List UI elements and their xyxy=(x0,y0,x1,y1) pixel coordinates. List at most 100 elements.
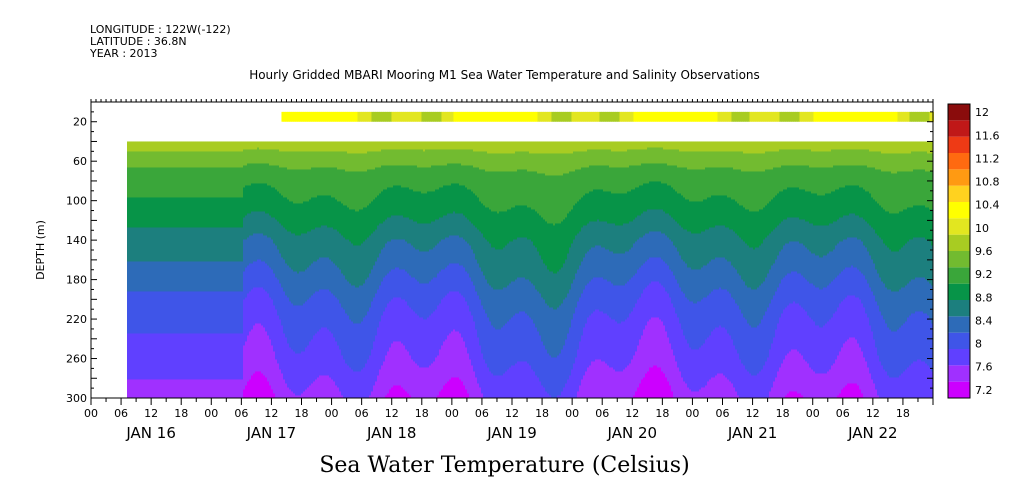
contour-cell xyxy=(409,307,412,356)
contour-cell xyxy=(403,239,406,270)
contour-cell xyxy=(269,339,272,386)
contour-cell xyxy=(279,151,282,168)
contour-cell xyxy=(763,281,766,316)
contour-cell xyxy=(905,285,908,322)
contour-cell xyxy=(321,167,324,196)
contour-cell xyxy=(641,185,644,214)
contour-cell xyxy=(295,235,298,272)
surface-cell xyxy=(317,111,320,122)
contour-cell xyxy=(537,251,540,292)
contour-cell xyxy=(613,223,616,254)
contour-cell xyxy=(483,151,486,170)
contour-cell xyxy=(283,291,286,334)
contour-cell xyxy=(915,311,918,362)
contour-cell xyxy=(469,277,472,312)
contour-cell xyxy=(287,141,290,152)
surface-cell xyxy=(439,111,442,122)
contour-cell xyxy=(407,165,410,188)
contour-cell xyxy=(759,371,762,398)
contour-cell xyxy=(717,289,720,328)
contour-cell xyxy=(331,293,334,334)
contour-cell xyxy=(749,325,752,374)
contour-cell xyxy=(615,321,618,372)
contour-cell xyxy=(903,171,906,210)
x-hour-label: 12 xyxy=(505,407,519,420)
contour-cell xyxy=(325,289,328,328)
contour-cell xyxy=(509,241,512,284)
contour-cell xyxy=(173,261,176,292)
y-tick-label: 220 xyxy=(66,313,87,326)
contour-cell xyxy=(737,395,740,398)
surface-cell xyxy=(809,111,812,122)
contour-cell xyxy=(163,379,166,398)
contour-cell xyxy=(291,141,294,152)
contour-cell xyxy=(363,141,366,154)
contour-cell xyxy=(343,205,346,238)
contour-cell xyxy=(233,141,236,152)
contour-cell xyxy=(859,299,862,348)
contour-cell xyxy=(165,261,168,292)
surface-cell xyxy=(535,111,538,122)
contour-cell xyxy=(177,333,180,380)
contour-cell xyxy=(225,167,228,198)
contour-cell xyxy=(365,239,368,280)
contour-cell xyxy=(463,385,466,398)
contour-cell xyxy=(523,205,526,238)
contour-cell xyxy=(787,165,790,188)
contour-cell xyxy=(805,149,808,166)
contour-cell xyxy=(183,333,186,380)
contour-cell xyxy=(343,237,346,276)
contour-cell xyxy=(433,141,436,150)
contour-cell xyxy=(707,141,710,152)
contour-cell xyxy=(427,149,430,168)
contour-cell xyxy=(599,277,602,312)
contour-cell xyxy=(551,153,554,176)
contour-cell xyxy=(333,263,336,296)
contour-cell xyxy=(369,355,372,396)
contour-cell xyxy=(529,207,532,240)
contour-cell xyxy=(867,317,870,368)
year-label: YEAR : 2013 xyxy=(90,47,158,60)
contour-cell xyxy=(543,141,546,154)
contour-cell xyxy=(387,217,390,242)
contour-cell xyxy=(329,331,332,378)
contour-cell xyxy=(705,199,708,230)
surface-cell xyxy=(385,111,388,122)
contour-cell xyxy=(659,283,662,320)
contour-cell xyxy=(673,307,676,356)
contour-cell xyxy=(765,311,768,362)
contour-cell xyxy=(377,151,380,168)
contour-cell xyxy=(647,163,650,184)
contour-cell xyxy=(129,167,132,198)
contour-cell xyxy=(141,167,144,198)
contour-cell xyxy=(189,141,192,152)
surface-cell xyxy=(613,111,616,122)
contour-cell xyxy=(143,227,146,262)
contour-cell xyxy=(381,315,384,366)
contour-cell xyxy=(927,141,930,154)
contour-cell xyxy=(363,317,366,368)
contour-cell xyxy=(629,249,632,280)
contour-cell xyxy=(353,141,356,154)
contour-cell xyxy=(373,199,376,232)
contour-cell xyxy=(751,141,754,154)
contour-cell xyxy=(717,167,720,196)
contour-cell xyxy=(681,377,684,398)
contour-cell xyxy=(253,325,256,374)
contour-cell xyxy=(385,395,388,398)
contour-cell xyxy=(179,379,182,398)
contour-cell xyxy=(457,213,460,236)
contour-cell xyxy=(629,313,632,364)
contour-cell xyxy=(877,395,880,398)
contour-cell xyxy=(409,219,412,244)
surface-cell xyxy=(821,111,824,122)
contour-cell xyxy=(285,383,288,398)
contour-cell xyxy=(465,217,468,242)
surface-cell xyxy=(283,111,286,122)
contour-cell xyxy=(837,395,840,398)
surface-cell xyxy=(509,111,512,122)
contour-cell xyxy=(733,231,736,268)
contour-cell xyxy=(587,251,590,284)
contour-cell xyxy=(745,209,748,244)
contour-cell xyxy=(567,379,570,398)
